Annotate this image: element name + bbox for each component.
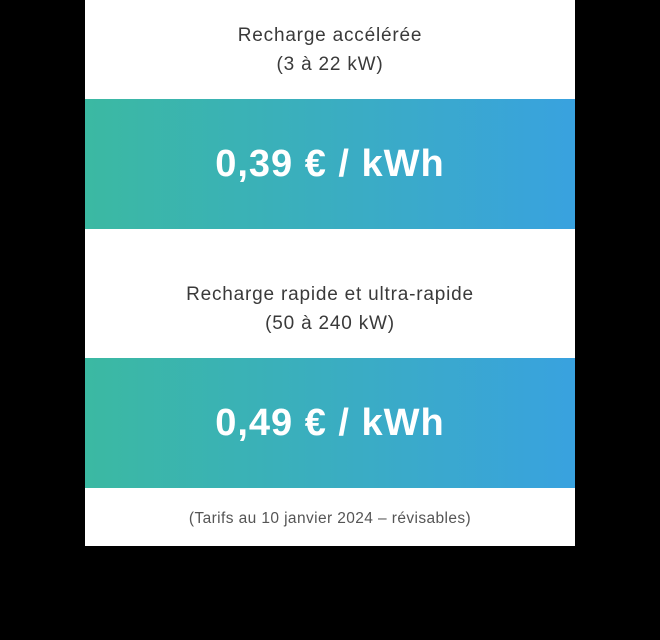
tier1-price-band: 0,39 € / kWh — [85, 99, 575, 229]
tier1-price: 0,39 € / kWh — [215, 143, 445, 186]
tier2-title: Recharge rapide et ultra-rapide — [95, 281, 565, 310]
tier1-header: Recharge accélérée (3 à 22 kW) — [85, 22, 575, 79]
tier1-title: Recharge accélérée — [95, 22, 565, 51]
tier2-price-band: 0,49 € / kWh — [85, 358, 575, 488]
tier2-header: Recharge rapide et ultra-rapide (50 à 24… — [85, 281, 575, 338]
pricing-footer: (Tarifs au 10 janvier 2024 – révisables) — [85, 510, 575, 528]
pricing-card: Recharge accélérée (3 à 22 kW) 0,39 € / … — [85, 0, 575, 546]
tier2-range: (50 à 240 kW) — [95, 310, 565, 339]
tier2-price: 0,49 € / kWh — [215, 402, 445, 445]
tier1-range: (3 à 22 kW) — [95, 51, 565, 80]
